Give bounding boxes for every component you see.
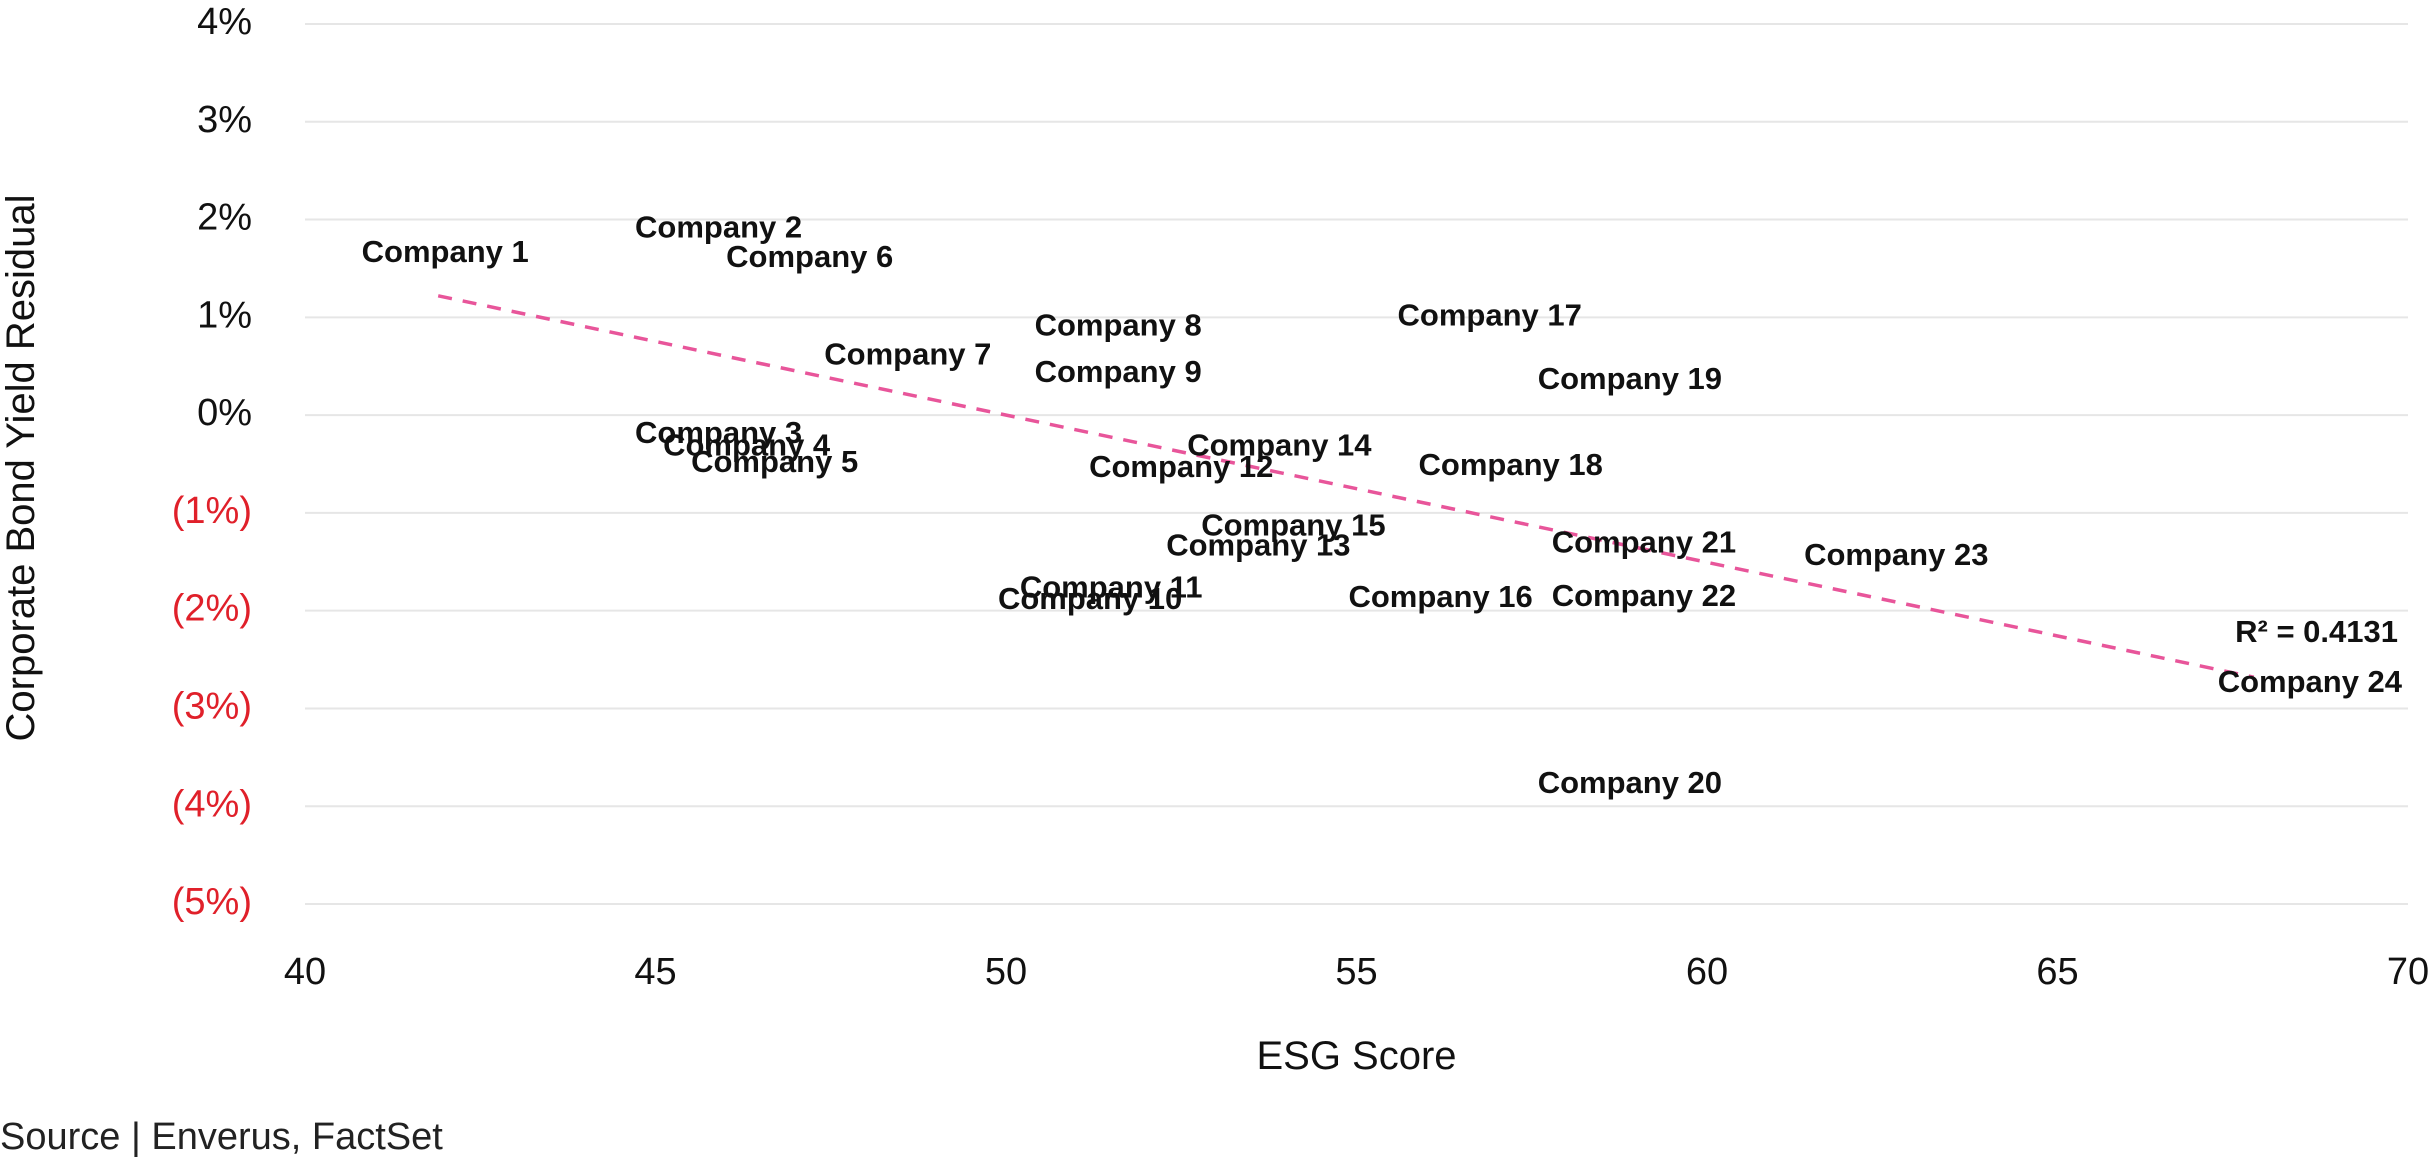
point-label: Company 6: [726, 239, 893, 274]
point-label: Company 21: [1552, 524, 1736, 559]
x-axis-ticks: 40 45 50 55 60 65 70: [284, 951, 2428, 993]
point-label: Company 12: [1089, 449, 1273, 484]
point-label: Company 19: [1538, 361, 1722, 396]
gridlines: [305, 23, 2408, 905]
point-label: Company 14: [1187, 428, 1372, 463]
x-tick-label: 70: [2387, 951, 2428, 993]
y-tick-label: 3%: [197, 99, 252, 141]
y-tick-label: (3%): [172, 685, 252, 727]
r-squared-label: R² = 0.4131: [2235, 614, 2398, 649]
point-label: Company 5: [691, 444, 858, 479]
y-tick-label: 2%: [197, 197, 252, 239]
point-label: Company 22: [1552, 578, 1736, 613]
point-label: Company 2: [635, 210, 802, 245]
point-label: Company 3: [635, 415, 802, 450]
point-label: Company 23: [1804, 537, 1988, 572]
point-label: Company 15: [1201, 508, 1385, 543]
scatter-chart: 4% 3% 2% 1% 0% (1%) (2%) (3%) (4%) (5%) 40 45 50 55 6…: [0, 1, 2428, 1078]
point-label: Company 8: [1035, 307, 1202, 342]
y-tick-label: (2%): [172, 588, 252, 630]
x-axis-title: ESG Score: [1256, 1034, 1456, 1078]
source-note: Source | Enverus, FactSet: [0, 1116, 443, 1158]
point-label: Company 24: [2218, 664, 2403, 699]
x-tick-label: 60: [1686, 951, 1728, 993]
y-tick-label: 0%: [197, 392, 252, 434]
y-axis-ticks: 4% 3% 2% 1% 0% (1%) (2%) (3%) (4%) (5%): [172, 1, 252, 923]
x-tick-label: 50: [985, 951, 1027, 993]
trendline: [437, 294, 2255, 679]
point-label: Company 1: [362, 234, 529, 269]
point-label: Company 10: [998, 581, 1182, 616]
x-tick-label: 45: [634, 951, 676, 993]
y-tick-label: (4%): [172, 783, 252, 825]
x-tick-label: 40: [284, 951, 326, 993]
x-tick-label: 65: [2036, 951, 2078, 993]
y-axis-title: Corporate Bond Yield Residual: [0, 194, 43, 741]
point-label: Company 11: [1020, 569, 1203, 604]
y-tick-label: 1%: [197, 294, 252, 336]
point-label: Company 16: [1348, 579, 1532, 614]
point-label: Company 9: [1035, 354, 1202, 389]
trendline-group: [437, 294, 2255, 679]
point-label: Company 4: [663, 428, 831, 463]
point-label: Company 18: [1419, 447, 1603, 482]
y-tick-label: (5%): [172, 881, 252, 923]
point-label: Company 13: [1166, 527, 1350, 562]
x-tick-label: 55: [1335, 951, 1377, 993]
point-label: Company 20: [1538, 765, 1722, 800]
y-tick-label: 4%: [197, 1, 252, 43]
y-tick-label: (1%): [172, 490, 252, 532]
point-label: Company 7: [824, 337, 991, 372]
point-label: Company 17: [1398, 298, 1582, 333]
